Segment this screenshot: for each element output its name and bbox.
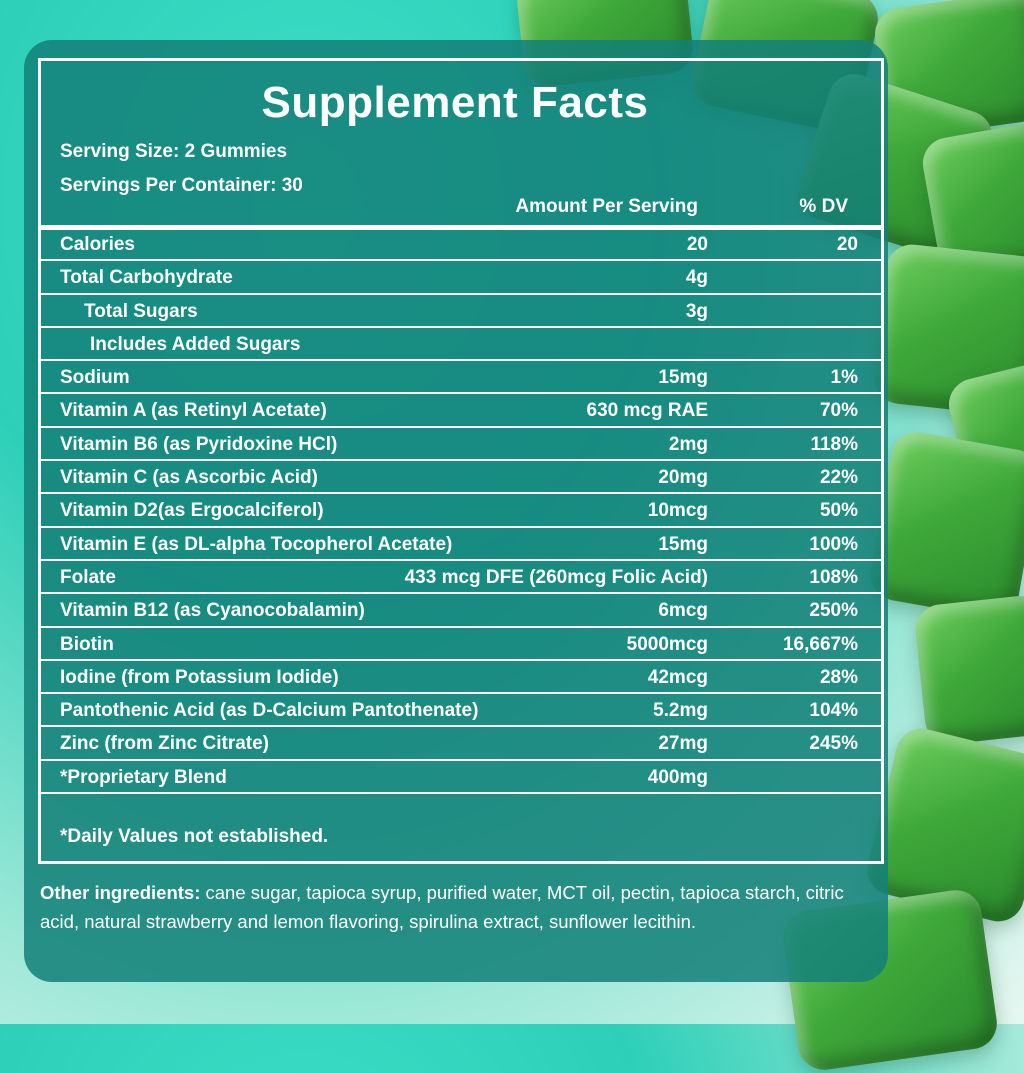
nutrient-dv: 50% [819, 500, 858, 522]
nutrient-table: Calories 20 20 Total Carbohydrate 4g Total Su… [38, 228, 884, 795]
nutrient-amount: 4g [685, 267, 708, 289]
nutrient-amount: 433 mcg DFE (260mcg Folic Acid) [404, 566, 708, 588]
nutrient-amount: 6mcg [658, 600, 708, 622]
nutrient-name: *Proprietary Blend [60, 766, 227, 788]
supplement-panel [24, 40, 888, 982]
nutrient-dv: 100% [809, 533, 858, 555]
table-row: Iodine (from Potassium Iodide) 42mcg 28% [38, 661, 884, 695]
nutrient-name: Vitamin B12 (as Cyanocobalamin) [60, 600, 365, 622]
nutrient-name: Biotin [60, 633, 114, 655]
panel-title: Supplement Facts [261, 78, 649, 127]
nutrient-name: Sodium [60, 367, 130, 389]
table-row: Vitamin B12 (as Cyanocobalamin) 6mcg 250% [38, 594, 884, 628]
table-row: Includes Added Sugars [38, 328, 884, 362]
servings-per-container: Servings Per Container: 30 [60, 175, 303, 196]
nutrient-dv: 22% [819, 467, 858, 489]
nutrient-name: Vitamin A (as Retinyl Acetate) [60, 400, 327, 422]
nutrient-dv: 28% [819, 666, 858, 688]
serving-size: Serving Size: 2 Gummies [60, 141, 288, 162]
nutrient-dv: 16,667% [782, 633, 858, 655]
other-ingredients-text: cane sugar, tapioca syrup, purified wate… [40, 882, 844, 932]
nutrient-dv: 108% [809, 566, 858, 588]
nutrient-name: Vitamin B6 (as Pyridoxine HCl) [60, 433, 338, 455]
nutrient-name: Vitamin E (as DL-alpha Tocopherol Acetat… [60, 533, 453, 555]
nutrient-name: Folate [60, 566, 116, 588]
nutrient-name: Pantothenic Acid (as D-Calcium Pantothen… [60, 700, 479, 722]
table-row: Vitamin E (as DL-alpha Tocopherol Acetat… [38, 528, 884, 561]
nutrient-amount: 400mg [647, 766, 708, 788]
nutrient-dv: 245% [809, 733, 858, 755]
nutrient-dv: 1% [830, 367, 858, 389]
nutrient-dv: 118% [810, 433, 858, 455]
nutrient-amount: 5.2mg [653, 700, 708, 722]
nutrient-dv: 104% [809, 700, 858, 722]
table-row: Vitamin B6 (as Pyridoxine HCl) 2mg 118% [38, 428, 884, 462]
header-amount: Amount Per Serving [515, 196, 698, 217]
nutrient-amount: 5000mcg [626, 633, 708, 655]
table-row: Total Sugars 3g [38, 295, 884, 328]
nutrient-name: Calories [60, 234, 135, 255]
gummy-image [866, 428, 1024, 622]
nutrient-amount: 20mg [658, 467, 708, 489]
nutrient-amount: 10mcg [647, 500, 708, 522]
nutrient-amount: 15mg [658, 367, 708, 389]
table-row: Biotin 5000mcg 16,667% [38, 628, 884, 661]
nutrient-name: Includes Added Sugars [90, 333, 301, 355]
other-ingredients-label: Other ingredients: [40, 882, 201, 903]
table-row: Calories 20 20 [38, 228, 884, 262]
table-row: Vitamin C (as Ascorbic Acid) 20mg 22% [38, 461, 884, 495]
nutrient-name: Total Carbohydrate [60, 267, 233, 289]
table-row: Folate 433 mcg DFE (260mcg Folic Acid) 108… [38, 561, 884, 595]
nutrient-amount: 15mg [658, 533, 708, 555]
table-row: Zinc (from Zinc Citrate) 27mg 245% [38, 727, 884, 761]
nutrient-amount: 630 mcg RAE [586, 400, 708, 422]
nutrient-amount: 2mg [668, 433, 708, 455]
nutrient-amount: 20 [686, 234, 708, 255]
nutrient-dv: 250% [809, 600, 858, 622]
other-ingredients: Other ingredients: cane sugar, tapioca s… [40, 878, 870, 936]
nutrient-name: Zinc (from Zinc Citrate) [60, 733, 270, 755]
column-header: Amount Per Serving % DV [38, 196, 884, 220]
nutrient-name: Vitamin C (as Ascorbic Acid) [60, 467, 318, 489]
table-row: Sodium 15mg 1% [38, 361, 884, 395]
nutrient-name: Vitamin D2(as Ergocalciferol) [60, 500, 324, 522]
header-dv: % DV [799, 196, 848, 217]
table-row: Pantothenic Acid (as D-Calcium Pantothen… [38, 694, 884, 728]
nutrient-amount: 42mcg [647, 666, 708, 688]
nutrient-name: Total Sugars [84, 300, 198, 322]
nutrient-dv: 20 [836, 234, 858, 255]
nutrient-name: Iodine (from Potassium Iodide) [60, 666, 339, 688]
nutrient-amount: 27mg [658, 733, 708, 755]
footnote: *Daily Values not established. [60, 826, 329, 847]
table-row: Vitamin D2(as Ergocalciferol) 10mcg 50% [38, 494, 884, 528]
table-row: *Proprietary Blend 400mg [38, 761, 884, 795]
thick-divider [38, 225, 884, 230]
nutrient-dv: 70% [819, 400, 858, 422]
table-row: Vitamin A (as Retinyl Acetate) 630 mcg RA… [38, 394, 884, 428]
table-row: Total Carbohydrate 4g [38, 261, 884, 295]
gummy-image [913, 593, 1024, 747]
nutrient-amount: 3g [685, 300, 708, 322]
